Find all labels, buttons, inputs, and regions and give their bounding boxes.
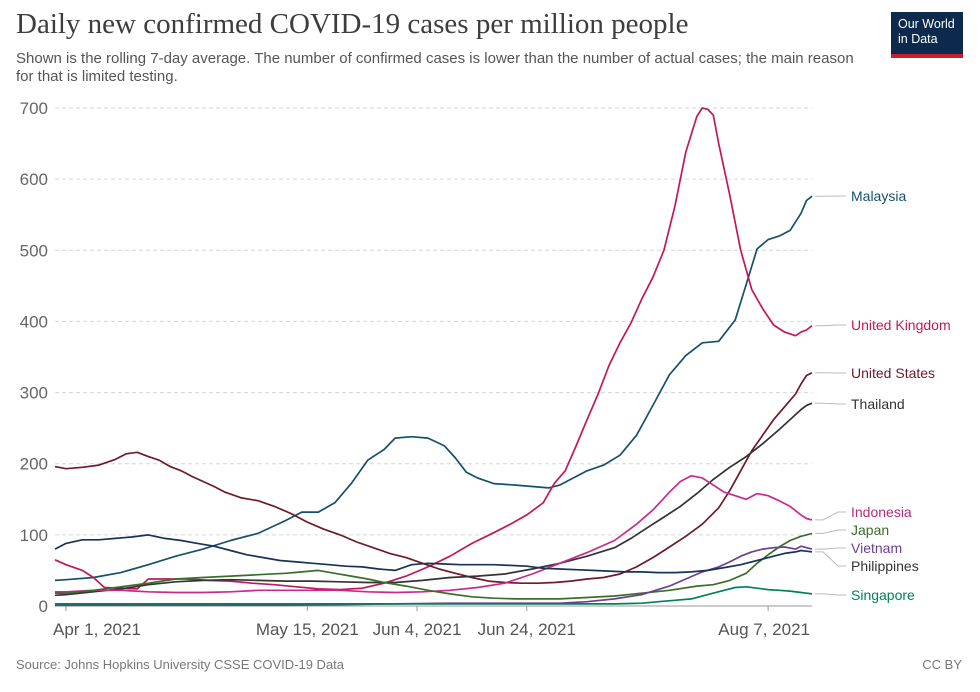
y-tick-label-0: 0 [39,597,48,616]
series-label-malaysia: Malaysia [851,188,906,204]
source-note: Source: Johns Hopkins University CSSE CO… [16,657,345,672]
logo-line-2: in Data [898,32,938,46]
y-tick-label-100: 100 [20,526,48,545]
license-link[interactable]: CC BY [922,657,962,672]
owid-logo[interactable]: Our World in Data [891,12,963,58]
series-line-united-kingdom [54,107,813,591]
x-tick-label-jun-4-2021: Jun 4, 2021 [373,620,462,639]
series-line-thailand [54,402,813,597]
x-tick-label-apr-1-2021: Apr 1, 2021 [53,620,141,639]
y-tick-label-500: 500 [20,241,48,260]
series-label-japan: Japan [851,522,889,538]
logo-line-1: Our World [898,17,955,31]
series-label-singapore: Singapore [851,587,915,603]
x-tick-label-may-15-2021: May 15, 2021 [256,620,359,639]
axis-layer: 0 100 200 300 400 500 600 700 Apr 1, 2021 May 15,… [20,99,812,639]
y-tick-label-300: 300 [20,384,48,403]
series-label-united-kingdom: United Kingdom [851,317,951,333]
x-tick-label-aug-7-2021: Aug 7, 2021 [718,620,810,639]
series-label-indonesia: Indonesia [851,504,912,520]
leader-line-singapore [815,593,846,596]
series-line-singapore [55,585,813,605]
series-label-philippines: Philippines [851,558,919,574]
series-line-indonesia [55,474,813,594]
y-tick-label-700: 700 [20,99,48,118]
leader-line-vietnam [815,547,846,550]
series-line-malaysia [54,195,813,582]
label-layer: Malaysia United Kingdom United States Thail… [815,188,951,603]
series-label-united-states: United States [851,365,935,381]
series-layer [54,107,813,607]
leader-line-indonesia [815,511,846,521]
leader-line-thailand [815,402,846,405]
leader-line-united-kingdom [815,324,846,327]
chart-subtitle: Shown is the rolling 7-day average. The … [16,50,854,85]
series-label-vietnam: Vietnam [851,540,902,556]
chart-title: Daily new confirmed COVID-19 cases per m… [16,8,689,40]
y-tick-label-400: 400 [20,312,48,331]
grid-layer [55,107,812,536]
series-line-united-states [54,371,813,585]
series-label-thailand: Thailand [851,396,905,412]
series-line-philippines [54,534,813,574]
y-tick-label-200: 200 [20,455,48,474]
x-tick-label-jun-24-2021: Jun 24, 2021 [478,620,576,639]
y-tick-label-600: 600 [20,170,48,189]
series-line-japan [55,532,813,600]
leader-line-philippines [815,551,846,567]
leader-line-japan [815,529,846,534]
series-line-vietnam [55,545,813,607]
